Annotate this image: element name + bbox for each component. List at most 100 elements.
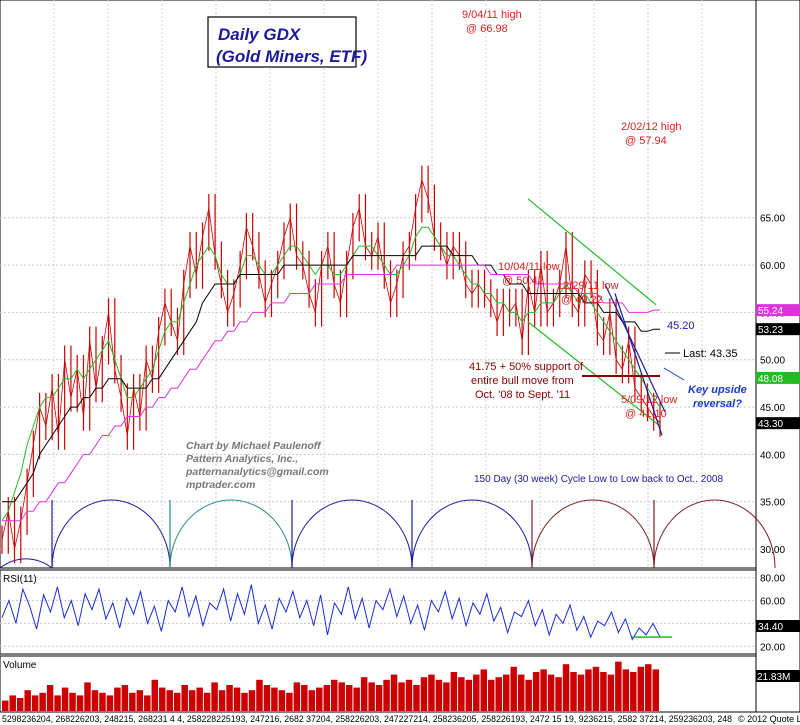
annotation-high-feb-price: @ 57.94 <box>625 135 667 147</box>
moving-average-line <box>2 264 660 522</box>
volume-bar <box>502 674 510 711</box>
volume-bar <box>233 687 241 711</box>
volume-bar <box>256 679 263 711</box>
volume-bar <box>61 687 69 711</box>
price-series <box>1 165 661 564</box>
volume-bar <box>114 687 121 711</box>
price-tag <box>756 417 800 430</box>
volume-bar <box>331 679 338 711</box>
volume-bar <box>450 672 458 711</box>
volume-bar <box>435 679 443 711</box>
cycle-caption: 150 Day (30 week) Cycle Low to Low back … <box>474 474 723 485</box>
volume-bar <box>76 695 84 711</box>
volume-bar <box>555 677 562 711</box>
rsi-current-label: 34.40 <box>758 622 783 633</box>
cycle-arc <box>411 499 533 569</box>
cycle-arc <box>291 499 413 569</box>
volume-bar <box>517 674 525 711</box>
price-tag-label: 53.23 <box>758 325 783 336</box>
rsi-tick-label: 20.00 <box>760 642 785 653</box>
price-tag <box>756 323 800 336</box>
volume-bar <box>144 695 151 711</box>
annotation-low-may-price: @ 41.10 <box>625 408 667 420</box>
volume-bar <box>345 685 353 711</box>
cycle-arc <box>51 499 171 569</box>
volume-bar <box>383 679 390 711</box>
volume-current-label: 21.83M <box>757 672 790 683</box>
green-downtrend-lower <box>527 321 661 427</box>
volume-bar <box>615 661 622 711</box>
volume-bar <box>368 682 375 711</box>
volume-bar <box>353 687 360 711</box>
rsi-current-tag <box>756 620 800 632</box>
green-downtrend-upper <box>527 198 657 306</box>
volume-bar <box>173 692 181 711</box>
volume-bar <box>16 698 24 711</box>
price-tick-label: 60.00 <box>760 261 785 272</box>
trend-lines <box>527 198 666 436</box>
volume-bar <box>218 690 226 711</box>
chart-title: Daily GDX <box>218 25 302 44</box>
volume-bar <box>9 695 16 711</box>
copyright: © 2012 Quote LLC <box>738 714 800 724</box>
blue-trendline-2 <box>614 293 663 436</box>
volume-bar <box>510 666 517 711</box>
credit-company: Pattern Analytics, Inc., <box>186 453 298 465</box>
annotation-support-1: 41.75 + 50% support of <box>469 361 584 373</box>
cycle-arc <box>531 499 655 569</box>
cycle-arc <box>0 558 53 569</box>
rsi-line <box>1 584 661 641</box>
volume-bar <box>2 700 9 711</box>
price-tag <box>756 371 800 384</box>
volume-bar <box>308 690 316 711</box>
credit-email: patternanalytics@gmail.com <box>185 466 329 478</box>
blue-trendline-1 <box>604 283 666 413</box>
volume-bar <box>600 672 607 711</box>
volume-bar <box>360 677 368 711</box>
price-tick-label: 30.00 <box>760 545 785 556</box>
moving-average-line <box>1 226 661 521</box>
volume-bar <box>562 664 570 711</box>
volume-bar <box>465 679 473 711</box>
volume-bar <box>375 685 383 711</box>
volume-bar <box>577 674 585 711</box>
volume-bar <box>121 685 129 711</box>
volume-bar <box>592 666 600 711</box>
rsi-title: RSI(11) <box>3 574 37 585</box>
annotation-low-dec-price: @ 49.22 <box>561 294 603 306</box>
rsi-tick-label: 80.00 <box>760 574 785 585</box>
title-box <box>207 16 357 68</box>
price-tick-label: 50.00 <box>760 356 785 367</box>
volume-bar <box>159 687 166 711</box>
volume-current-tag <box>756 670 800 682</box>
volume-bar <box>607 674 615 711</box>
volume-bar <box>570 672 577 711</box>
volume-bar <box>420 677 428 711</box>
credit-site: mptrader.com <box>186 479 255 491</box>
rsi-tick-label: 60.00 <box>760 597 785 608</box>
volume-bar <box>458 677 465 711</box>
volume-bar <box>405 679 413 711</box>
price-tag-label: 55.24 <box>758 306 783 317</box>
annotation-support-3: Oct. '08 to Sept. '11 <box>475 389 570 401</box>
volume-bar <box>495 677 502 711</box>
annotation-last-price: Last: 43.35 <box>683 348 737 360</box>
volume-bar <box>532 672 540 711</box>
volume-title: Volume <box>3 660 37 671</box>
volume-bar <box>398 682 405 711</box>
volume-bar <box>39 692 46 711</box>
annotation-low-oct-date: 10/04/11 low <box>498 261 560 273</box>
volume-bar <box>428 674 435 711</box>
volume-bar <box>84 682 91 711</box>
credit-author: Chart by Michael Paulenoff <box>186 440 322 452</box>
price-tick-label: 45.00 <box>760 403 785 414</box>
volume-bar <box>46 685 54 711</box>
annotation-high-sep-date: 9/04/11 high <box>462 9 522 21</box>
annotation-high-feb-date: 2/02/12 high <box>621 121 682 133</box>
annotation-support-2: entire bull move from <box>471 375 574 387</box>
volume-bar <box>652 669 659 711</box>
volume-bar <box>54 695 61 711</box>
volume-bar <box>540 669 547 711</box>
volume-bar <box>637 666 645 711</box>
